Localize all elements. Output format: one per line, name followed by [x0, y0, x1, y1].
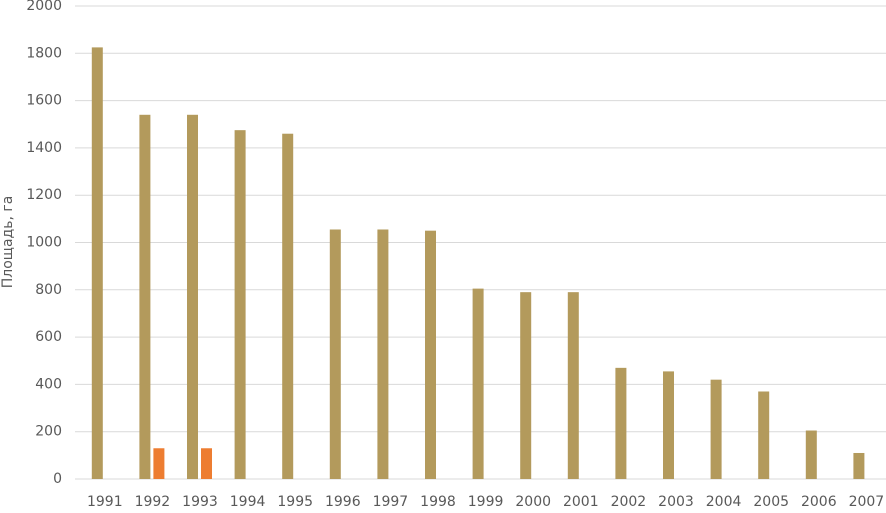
y-tick-label: 200 — [35, 424, 62, 440]
x-tick-label: 1994 — [230, 494, 266, 509]
x-tick-label: 2003 — [658, 494, 694, 509]
bar — [234, 130, 246, 479]
x-tick-label: 2007 — [849, 494, 885, 509]
bar — [805, 430, 817, 479]
bar — [567, 292, 579, 479]
x-tick-label: 1996 — [325, 494, 361, 509]
y-tick-label: 1000 — [26, 235, 62, 251]
y-tick-label: 2000 — [26, 0, 62, 14]
bar — [201, 448, 212, 479]
x-tick-label: 2005 — [753, 494, 789, 509]
bar — [615, 367, 627, 479]
x-tick-label: 1993 — [182, 494, 218, 509]
bar — [282, 133, 294, 479]
bar — [425, 230, 436, 479]
y-tick-label: 1800 — [26, 45, 62, 61]
x-tick-label: 1992 — [135, 494, 171, 509]
y-axis-label: Площадь, га — [0, 196, 16, 289]
x-tick-label: 2004 — [706, 494, 742, 509]
bar — [377, 229, 389, 479]
x-tick-label: 2002 — [611, 494, 647, 509]
x-tick-label: 1991 — [87, 494, 123, 509]
x-tick-label: 1998 — [420, 494, 456, 509]
bar — [853, 452, 865, 479]
bar — [329, 229, 341, 479]
bar — [153, 448, 165, 479]
x-tick-label: 2001 — [563, 494, 599, 509]
bar — [710, 379, 722, 479]
x-tick-label: 2006 — [801, 494, 837, 509]
x-tick-label: 1999 — [468, 494, 504, 509]
bar — [187, 114, 198, 479]
bar — [91, 47, 103, 479]
bar — [758, 391, 770, 479]
y-tick-label: 1200 — [26, 187, 62, 203]
x-tick-label: 2000 — [515, 494, 551, 509]
bar — [139, 114, 151, 479]
x-tick-label: 1995 — [277, 494, 313, 509]
y-tick-label: 600 — [35, 329, 62, 345]
bar — [520, 292, 532, 479]
bar — [472, 288, 484, 479]
y-tick-label: 1400 — [26, 140, 62, 156]
y-tick-label: 800 — [35, 282, 62, 298]
y-tick-label: 1600 — [26, 93, 62, 109]
bar — [663, 371, 674, 479]
y-tick-label: 400 — [35, 376, 62, 392]
x-tick-label: 1997 — [373, 494, 409, 509]
y-tick-label: 0 — [53, 471, 62, 487]
